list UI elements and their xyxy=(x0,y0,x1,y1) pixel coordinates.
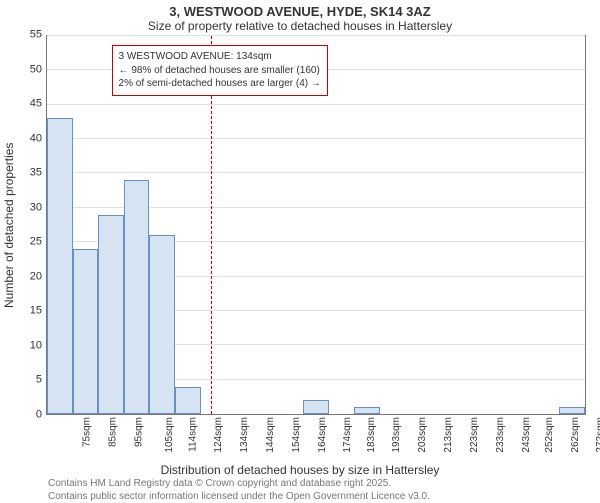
credit-line-2: Contains public sector information licen… xyxy=(48,490,600,503)
y-tick: 35 xyxy=(30,168,42,179)
x-tick: 203sqm xyxy=(417,417,428,453)
x-tick: 183sqm xyxy=(366,417,377,453)
x-tick: 252sqm xyxy=(544,417,555,453)
annotation-line-2: ← 98% of detached houses are smaller (16… xyxy=(119,64,321,78)
histogram-bar xyxy=(47,118,73,414)
x-tick: 164sqm xyxy=(317,417,328,453)
x-tick: 154sqm xyxy=(291,417,302,453)
histogram-bar xyxy=(559,407,585,414)
gridline xyxy=(47,104,585,105)
y-tick: 20 xyxy=(30,271,42,282)
gridline xyxy=(47,138,585,139)
x-axis-label: Distribution of detached houses by size … xyxy=(0,463,600,477)
x-tick: 233sqm xyxy=(495,417,506,453)
x-tick: 144sqm xyxy=(265,417,276,453)
y-tick: 55 xyxy=(30,30,42,41)
gridline xyxy=(47,35,585,36)
histogram-bar xyxy=(73,249,99,414)
histogram-bar xyxy=(149,235,175,414)
y-tick: 25 xyxy=(30,237,42,248)
y-tick: 45 xyxy=(30,99,42,110)
y-tick: 0 xyxy=(36,410,42,421)
x-tick: 272sqm xyxy=(595,417,600,453)
annotation-box: 3 WESTWOOD AVENUE: 134sqm ← 98% of detac… xyxy=(112,45,328,96)
page-subtitle: Size of property relative to detached ho… xyxy=(0,19,600,35)
x-tick: 223sqm xyxy=(469,417,480,453)
y-axis: 0510152025303540455055 xyxy=(22,35,46,415)
histogram-bar xyxy=(98,215,124,414)
x-tick: 213sqm xyxy=(443,417,454,453)
page-title: 3, WESTWOOD AVENUE, HYDE, SK14 3AZ xyxy=(0,0,600,19)
x-tick: 243sqm xyxy=(521,417,532,453)
x-tick: 105sqm xyxy=(164,417,175,453)
y-tick: 50 xyxy=(30,64,42,75)
credit-line-1: Contains HM Land Registry data © Crown c… xyxy=(48,477,600,490)
histogram-bar xyxy=(175,387,201,414)
x-axis: 75sqm 85sqm 95sqm 105sqm 114sqm 124sqm 134sqm 1… xyxy=(44,415,586,463)
y-tick: 5 xyxy=(36,375,42,386)
x-tick: 134sqm xyxy=(239,417,250,453)
y-tick: 10 xyxy=(30,340,42,351)
histogram-bar xyxy=(303,400,329,414)
annotation-line-1: 3 WESTWOOD AVENUE: 134sqm xyxy=(119,50,321,64)
credits: Contains HM Land Registry data © Crown c… xyxy=(0,477,600,503)
x-tick: 124sqm xyxy=(213,417,224,453)
histogram-bar xyxy=(354,407,380,414)
x-tick: 114sqm xyxy=(187,417,198,452)
x-tick: 193sqm xyxy=(392,417,403,453)
x-tick: 75sqm xyxy=(81,417,92,447)
y-tick: 30 xyxy=(30,202,42,213)
spacer xyxy=(0,415,44,463)
x-tick: 174sqm xyxy=(342,417,353,453)
y-tick: 15 xyxy=(30,306,42,317)
y-tick: 40 xyxy=(30,133,42,144)
x-tick: 95sqm xyxy=(133,417,144,447)
gridline xyxy=(47,172,585,173)
histogram-plot: 3 WESTWOOD AVENUE: 134sqm ← 98% of detac… xyxy=(46,35,586,415)
y-axis-label: Number of detached properties xyxy=(0,35,22,415)
annotation-line-3: 2% of semi-detached houses are larger (4… xyxy=(119,77,321,91)
x-tick: 262sqm xyxy=(570,417,581,453)
x-tick: 85sqm xyxy=(107,417,118,447)
histogram-bar xyxy=(124,180,150,414)
